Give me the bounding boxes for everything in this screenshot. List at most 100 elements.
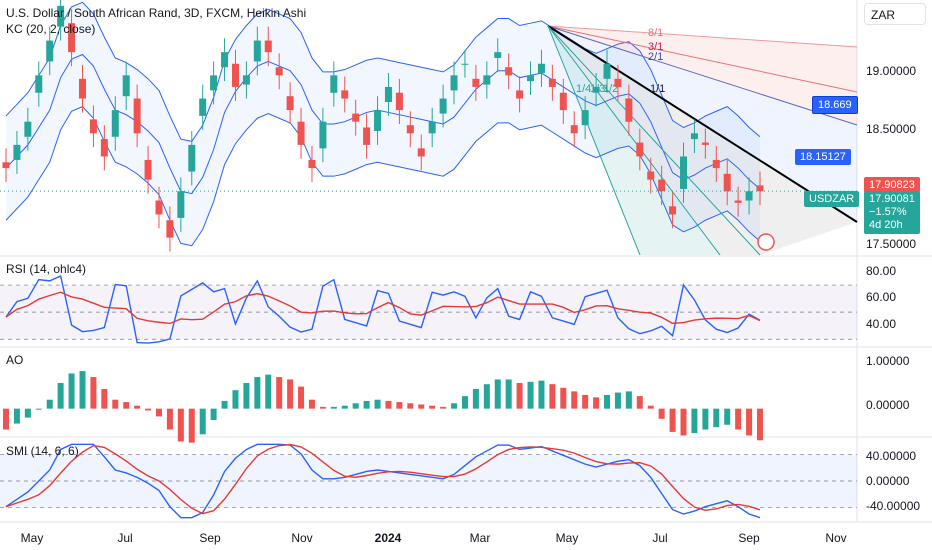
ao-bar (658, 408, 665, 419)
ao-bar (57, 383, 64, 409)
ao-bar (527, 381, 534, 409)
candle-body (89, 119, 97, 134)
candle-body (537, 63, 545, 74)
ao-bar (188, 408, 195, 443)
ao-bar (647, 405, 654, 409)
ao-bar (145, 408, 152, 411)
smi-signal-line (5, 443, 761, 515)
smi-label: SMI (14, 6, 6) (6, 444, 79, 458)
candle-body (745, 191, 753, 201)
ao-bar (472, 388, 479, 409)
smi-axis-label: -40.00000 (866, 499, 921, 513)
last-close-tag: 17.90823 (864, 177, 920, 193)
fib-tag-top: 18.669 (812, 96, 858, 114)
candle-body (297, 121, 305, 145)
ao-bar (123, 402, 130, 409)
ao-bar (746, 408, 753, 436)
candle-body (516, 90, 524, 99)
currency-selector[interactable]: ZAR (864, 3, 926, 25)
candle-body (712, 159, 720, 169)
price-now-tag: 17.90081 −1.57% 4d 20h (864, 191, 920, 234)
candle-body (756, 185, 764, 192)
ao-bar (35, 408, 42, 410)
price-axis-label: 18.50000 (866, 122, 917, 136)
ao-bar (232, 390, 239, 409)
fan-label: 1/1 (650, 83, 665, 95)
ao-bar (199, 408, 206, 435)
fan-line (547, 25, 721, 256)
ao-bar (604, 394, 611, 409)
fib-tag-mid: 18.15127 (795, 149, 851, 165)
ao-bar (724, 408, 731, 425)
fan-label: 8/1 (648, 27, 663, 39)
x-axis-label: Sep (199, 531, 221, 545)
candle-body (308, 159, 316, 169)
candle-body (395, 92, 403, 111)
candle-body (581, 110, 589, 126)
candle-body (701, 142, 709, 145)
ao-bar (680, 408, 687, 436)
ao-bar (593, 397, 600, 409)
candle-body (210, 75, 218, 91)
candle-body (669, 206, 677, 215)
candle-body (57, 5, 65, 27)
candle-body (363, 127, 371, 145)
ao-bar (669, 408, 676, 432)
candle-body (242, 75, 250, 85)
smi-axis-label: 40.00000 (866, 449, 917, 463)
ao-bar (134, 405, 141, 409)
candle-body (680, 156, 688, 189)
countdown: 4d 20h (869, 219, 903, 231)
fan-line (547, 25, 858, 223)
ao-bar (505, 379, 512, 409)
ao-bar (155, 408, 162, 417)
rsi-label: RSI (14, ohlc4) (6, 262, 87, 276)
ao-label: AO (6, 353, 24, 367)
candle-body (319, 121, 327, 149)
candle-body (625, 98, 633, 122)
ao-bar (483, 384, 490, 409)
candle-body (570, 125, 578, 134)
ao-bar (713, 408, 720, 428)
candle-body (428, 121, 436, 134)
price-now-value: 17.90081 (869, 193, 915, 205)
rsi-axis-label: 60.00 (866, 290, 897, 304)
ao-bar (571, 391, 578, 409)
ao-bar (691, 408, 698, 434)
fan-line (547, 25, 858, 126)
candle-body (111, 110, 119, 137)
candle-body (483, 75, 491, 85)
ao-bar (440, 406, 447, 409)
ao-bar (625, 391, 632, 409)
price-axis-label: 17.50000 (866, 237, 917, 251)
ao-bar (319, 406, 326, 409)
ao-bar (429, 405, 436, 409)
kc-fill (6, 2, 760, 246)
candle-body (723, 173, 731, 192)
fan-line (547, 25, 858, 93)
candle-body (100, 139, 108, 157)
ao-bar (735, 408, 742, 430)
candle-body (253, 40, 261, 62)
candle-body (13, 144, 21, 160)
candle-body (199, 98, 207, 116)
rsi-ma-line (5, 291, 761, 325)
candle-body (461, 63, 469, 65)
candle-body (264, 40, 272, 53)
ao-bar (538, 380, 545, 409)
candle-body (450, 75, 458, 91)
ao-bar (254, 377, 261, 409)
ao-bar (407, 403, 414, 409)
ao-bar (177, 408, 184, 442)
candle-body (2, 162, 10, 169)
ao-bar (24, 408, 31, 418)
kc-basis-line (5, 53, 761, 195)
candle-body (406, 125, 414, 134)
candle-body (330, 75, 338, 93)
ao-bar (352, 403, 359, 409)
ao-bar (451, 403, 458, 409)
candle-body (494, 52, 502, 58)
candle-body (658, 179, 666, 192)
ao-bar (243, 383, 250, 409)
